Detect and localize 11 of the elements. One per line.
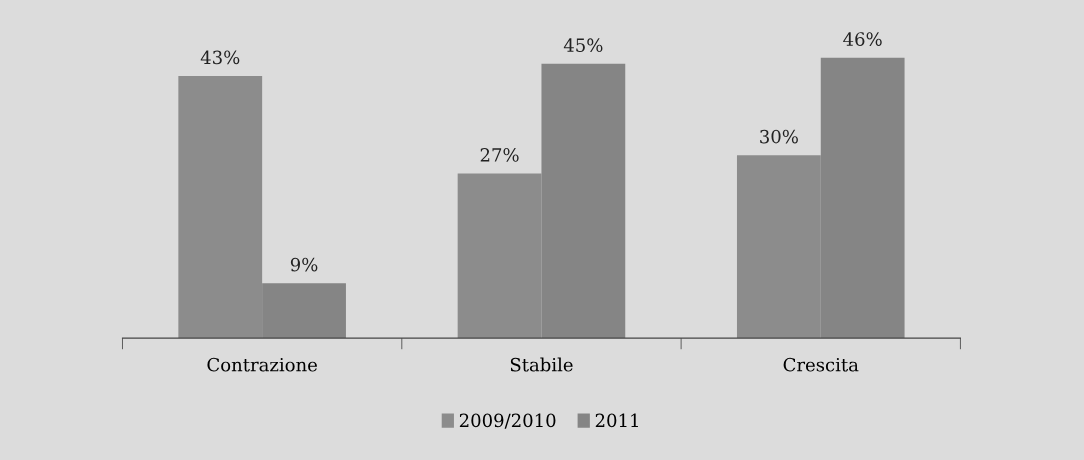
legend-label: 2011 [595, 413, 638, 428]
data-label: 30% [760, 129, 798, 144]
data-label: 27% [480, 148, 519, 162]
x-tick-label: Contrazione [207, 357, 317, 372]
data-label: 9% [290, 257, 318, 272]
x-tick-label: Crescita [783, 357, 859, 372]
x-tick-label: Stabile [510, 357, 573, 372]
data-label: 45% [563, 38, 603, 52]
data-label: 46% [843, 32, 882, 46]
legend-label: 2009/2010 [459, 413, 556, 429]
data-label: 43% [200, 50, 240, 65]
